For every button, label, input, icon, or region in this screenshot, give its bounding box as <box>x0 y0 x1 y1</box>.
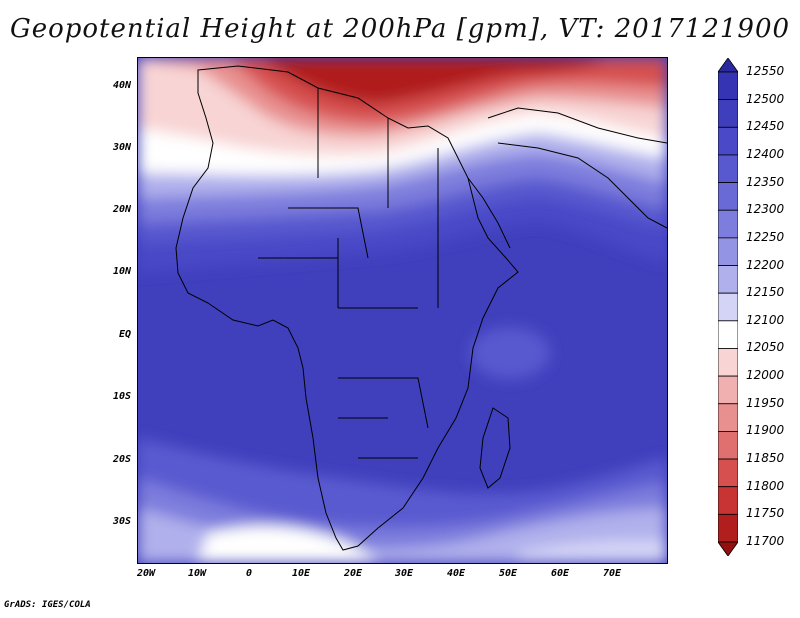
colorbar-box <box>718 126 738 156</box>
colorbar-box <box>718 182 738 211</box>
colorbar-box <box>718 265 738 294</box>
colorbar-box <box>718 513 738 543</box>
colorbar-label: 11700 <box>746 534 785 548</box>
lon-label-0: 0 <box>245 568 253 579</box>
colorbar-label: 12550 <box>746 64 785 78</box>
colorbar-label: 12500 <box>746 91 785 106</box>
lon-label-50e: 50E <box>498 568 518 579</box>
lon-label-70e: 70E <box>602 568 622 579</box>
field-bands <box>138 58 667 563</box>
colorbar-box <box>718 154 738 183</box>
colorbar-label: 11900 <box>746 423 785 438</box>
colorbar-box <box>718 99 738 128</box>
footer-credit: GrADS: IGES/COLA <box>4 600 91 610</box>
colorbar-label: 12300 <box>746 202 785 217</box>
map-title: Geopotential Height at 200hPa [gpm], VT:… <box>9 14 791 44</box>
lat-label-20n: 20N <box>112 204 131 215</box>
colorbar-label: 12150 <box>746 285 785 300</box>
colorbar-label: 11800 <box>746 478 785 493</box>
colorbar-box <box>718 209 738 239</box>
lon-label-20w: 20W <box>136 568 156 579</box>
lat-label-30n: 30N <box>112 142 131 153</box>
colorbar-box <box>718 375 738 405</box>
lon-label-10e: 10E <box>291 568 311 579</box>
map-panel <box>137 57 668 564</box>
lat-label-30s: 30S <box>112 516 131 527</box>
colorbar-label: 12000 <box>746 368 785 383</box>
colorbar-box <box>718 348 738 377</box>
colorbar-box <box>718 71 738 101</box>
colorbar-box <box>718 458 738 488</box>
lat-label-20s: 20S <box>112 454 131 465</box>
colorbar-top-triangle <box>718 58 738 73</box>
colorbar-box <box>718 320 738 349</box>
lat-label-40n: 40N <box>112 80 131 91</box>
lon-label-30e: 30E <box>394 568 414 579</box>
colorbar-label: 12250 <box>746 229 785 244</box>
colorbar-label: 12400 <box>746 146 785 161</box>
lat-label-10s: 10S <box>112 391 131 402</box>
colorbar-bottom-triangle <box>718 541 738 556</box>
coastlines <box>175 65 667 551</box>
colorbar-label: 12050 <box>746 340 785 355</box>
colorbar-box <box>718 403 738 432</box>
colorbar-box <box>718 486 738 515</box>
lon-label-60e: 60E <box>550 568 570 579</box>
colorbar-label: 12200 <box>746 257 785 272</box>
colorbar-label: 11950 <box>746 395 785 410</box>
colorbar-box <box>718 237 738 266</box>
colorbar-box <box>718 431 738 460</box>
lat-label-10n: 10N <box>112 266 131 277</box>
colorbar-label: 11750 <box>746 506 785 521</box>
colorbar <box>718 58 738 556</box>
colorbar-label: 11850 <box>746 451 785 466</box>
colorbar-box <box>718 292 738 322</box>
height-field-map <box>138 58 667 563</box>
colorbar-label: 12450 <box>746 119 785 134</box>
colorbar-label: 12350 <box>746 174 785 189</box>
lon-label-10w: 10W <box>187 568 207 579</box>
lon-label-20e: 20E <box>343 568 363 579</box>
lon-label-40e: 40E <box>446 568 466 579</box>
colorbar-label: 12100 <box>746 312 785 327</box>
lat-label-eq: EQ <box>118 329 131 340</box>
